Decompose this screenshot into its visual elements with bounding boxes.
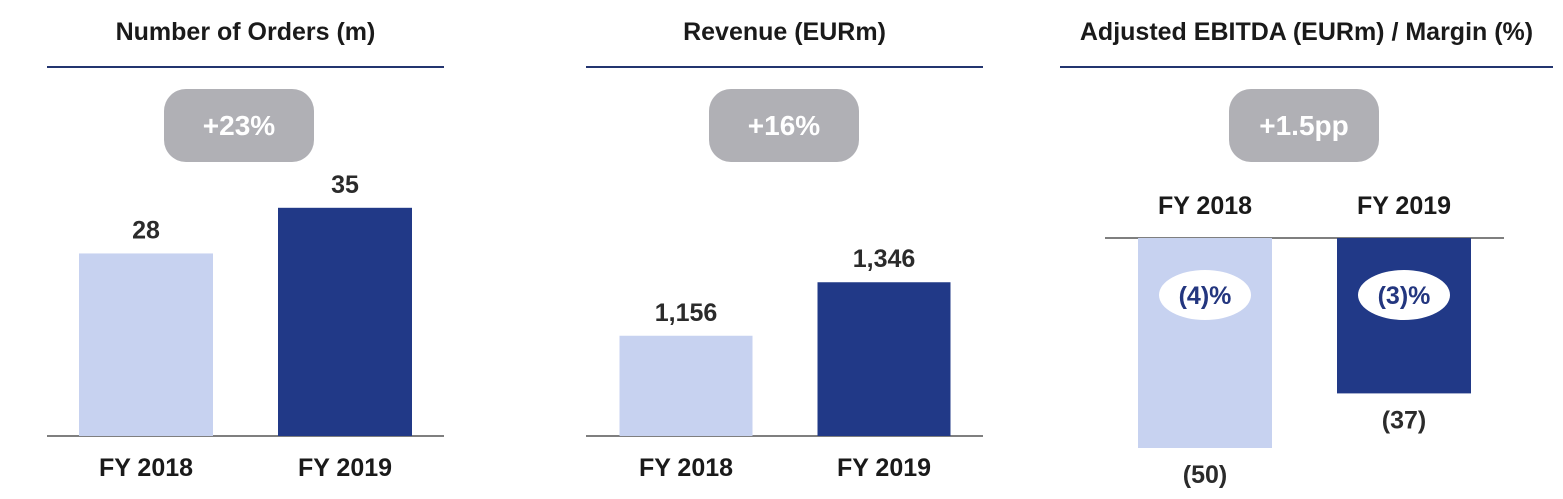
value-label-fy-2019: 1,346 (853, 245, 916, 273)
margin-label-fy-2019: (3)% (1378, 282, 1431, 310)
bar-fy-2018 (619, 335, 753, 436)
bar-fy-2018 (79, 253, 213, 436)
orders-panel: Number of Orders (m) +23% 28 FY 2018 35 FY … (47, 0, 444, 499)
category-label-fy-2019: FY 2019 (298, 454, 392, 482)
orders-title: Number of Orders (m) (115, 18, 376, 46)
bar-fy-2019 (278, 207, 412, 436)
orders-chart: 28 FY 2018 35 FY 2019 (47, 171, 444, 482)
value-label-fy-2018: 1,156 (655, 299, 718, 327)
value-label-fy-2018: (50) (1183, 461, 1227, 489)
revenue-panel: Revenue (EURm) +16% 1,156 FY 2018 1,346 FY … (586, 0, 983, 499)
orders-title-rule (47, 66, 444, 68)
revenue-title-rule (586, 66, 983, 68)
ebitda-growth-badge: +1.5pp (1229, 89, 1379, 162)
category-label-fy-2018: FY 2018 (639, 454, 733, 482)
category-label-fy-2019: FY 2019 (837, 454, 931, 482)
category-label-fy-2019: FY 2019 (1357, 192, 1451, 220)
revenue-growth-badge: +16% (709, 89, 859, 162)
margin-pill-fy-2019 (1358, 270, 1450, 320)
value-label-fy-2019: 35 (331, 171, 359, 199)
category-label-fy-2018: FY 2018 (99, 454, 193, 482)
bar-fy-2019 (817, 282, 951, 436)
category-label-fy-2018: FY 2018 (1158, 192, 1252, 220)
revenue-title: Revenue (EURm) (683, 18, 886, 46)
margin-label-fy-2018: (4)% (1179, 282, 1232, 310)
value-label-fy-2019: (37) (1382, 406, 1426, 434)
ebitda-title-rule (1060, 66, 1553, 68)
ebitda-title: Adjusted EBITDA (EURm) / Margin (%) (1079, 18, 1534, 46)
revenue-chart: 1,156 FY 2018 1,346 FY 2019 (586, 245, 983, 482)
ebitda-chart: FY 2018 (4)% (50) FY 2019 (3)% (37) (1105, 192, 1504, 489)
orders-growth-badge: +23% (164, 89, 314, 162)
margin-pill-fy-2018 (1159, 270, 1251, 320)
ebitda-panel: Adjusted EBITDA (EURm) / Margin (%) +1.5… (1060, 0, 1553, 499)
bar-fy-2018 (1138, 238, 1272, 448)
value-label-fy-2018: 28 (132, 216, 160, 244)
